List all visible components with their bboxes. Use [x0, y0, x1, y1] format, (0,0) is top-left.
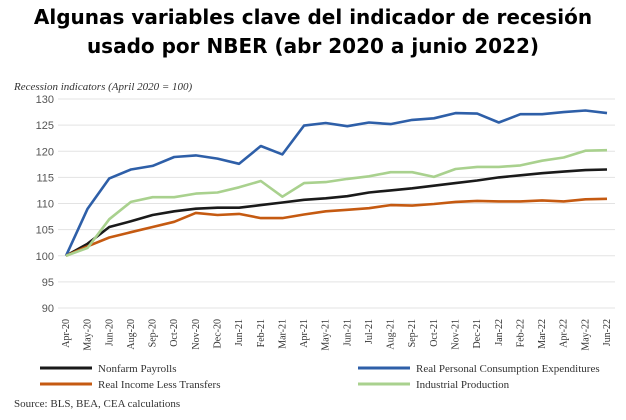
x-tick-label: Aug-21	[386, 319, 397, 350]
legend-label: Real Income Less Transfers	[98, 379, 221, 391]
source: Source: BLS, BEA, CEA calculations	[14, 398, 180, 410]
x-tick-label: Sep-20	[148, 319, 159, 347]
x-tick-label: Jun-22	[602, 319, 613, 346]
x-tick-label: Mar-22	[537, 319, 548, 349]
series-line	[65, 168, 608, 257]
x-tick-label: Apr-21	[299, 319, 310, 348]
x-tick-label: Dec-20	[212, 319, 223, 348]
legend-label: Industrial Production	[416, 379, 510, 391]
x-tick-label: Jun-21	[342, 319, 353, 346]
x-tick-label: Jun-20	[104, 319, 115, 346]
y-tick-label: 130	[36, 94, 54, 106]
y-tick-label: 90	[42, 303, 54, 315]
x-tick-label: May-20	[83, 319, 94, 351]
x-tick-label: Apr-20	[61, 319, 72, 348]
y-tick-label: 115	[36, 172, 54, 184]
x-tick-label: Nov-20	[191, 319, 202, 350]
x-tick-label: Jul-21	[364, 319, 375, 344]
y-tick-label: 110	[36, 199, 54, 211]
y-tick-label: 100	[36, 251, 54, 263]
chart-subtitle: usado por NBER (abr 2020 a junio 2022)	[87, 34, 539, 58]
series-line	[65, 148, 608, 258]
series-line	[65, 197, 608, 257]
chart-title: Algunas variables clave del indicador de…	[34, 5, 592, 29]
x-tick-label: May-22	[580, 319, 591, 351]
x-tick-label: Sep-21	[407, 319, 418, 347]
x-tick-label: Dec-21	[472, 319, 483, 348]
x-tick-label: Apr-22	[559, 319, 570, 348]
x-tick-label: Jun-21	[234, 319, 245, 346]
x-tick-label: May-21	[321, 319, 332, 351]
x-tick-label: Mar-21	[277, 319, 288, 349]
legend-label: Nonfarm Payrolls	[98, 363, 177, 375]
y-tick-label: 125	[36, 120, 54, 132]
series-line	[64, 109, 608, 257]
x-tick-label: Nov-21	[451, 319, 462, 350]
x-tick-label: Oct-20	[169, 319, 180, 347]
y-axis-label: Recession indicators (April 2020 = 100)	[13, 81, 193, 93]
x-tick-label: Oct-21	[429, 319, 440, 347]
y-tick-label: 120	[36, 146, 54, 158]
y-tick-label: 95	[42, 277, 54, 289]
y-tick-label: 105	[36, 225, 54, 237]
legend-label: Real Personal Consumption Expenditures	[416, 363, 600, 375]
x-tick-label: Feb-21	[256, 319, 267, 347]
x-tick-label: Jan-22	[494, 319, 505, 346]
x-tick-label: Feb-22	[515, 319, 526, 347]
x-tick-label: Aug-20	[126, 319, 137, 350]
